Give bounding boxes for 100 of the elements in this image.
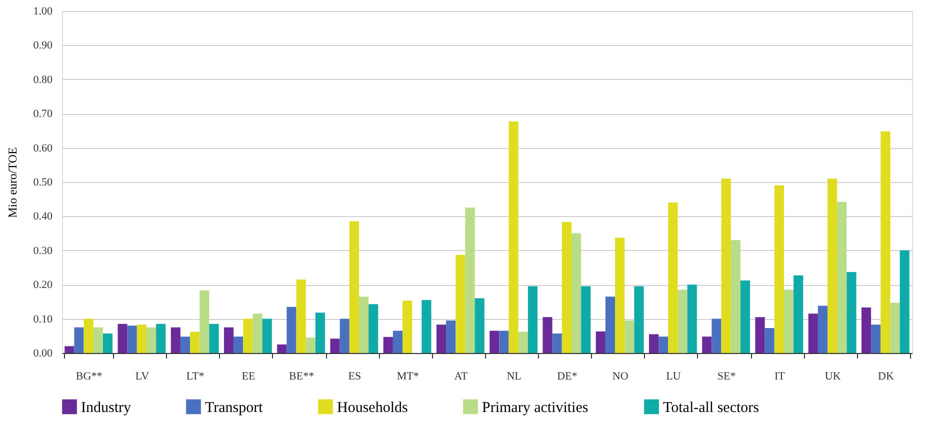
bar xyxy=(102,334,113,353)
y-tick-label: 0.10 xyxy=(33,313,53,326)
bar xyxy=(262,318,272,353)
bar xyxy=(358,296,369,353)
legend-label: Transport xyxy=(205,400,264,416)
bar xyxy=(252,314,262,353)
bar xyxy=(422,300,432,353)
x-tick-label: MT* xyxy=(396,370,419,382)
y-tick-label: 0.30 xyxy=(33,244,53,257)
x-tick-label: NL xyxy=(506,370,522,382)
bar xyxy=(190,332,200,353)
bar xyxy=(518,332,528,353)
x-tick-label: UK xyxy=(824,370,841,382)
bar xyxy=(315,312,326,353)
x-tick-label: LU xyxy=(666,370,681,382)
bar xyxy=(678,290,688,353)
bar xyxy=(861,308,872,353)
bar xyxy=(209,324,219,353)
bar xyxy=(392,330,403,353)
bar xyxy=(118,324,128,353)
bar xyxy=(562,222,572,353)
x-tick-label: NO xyxy=(612,370,628,382)
bar xyxy=(436,324,446,353)
x-tick-label: IT xyxy=(774,370,786,382)
bar xyxy=(465,208,475,353)
bar xyxy=(721,178,731,353)
y-tick-label: 0.20 xyxy=(33,279,53,292)
bar xyxy=(368,304,378,353)
bar xyxy=(64,346,74,353)
x-tick-label: DK xyxy=(878,370,894,382)
x-tick-label: AT xyxy=(454,370,468,382)
bar xyxy=(634,286,644,353)
bar xyxy=(146,327,156,353)
bar xyxy=(490,330,500,353)
bar xyxy=(84,318,94,353)
bar xyxy=(552,334,562,353)
bar xyxy=(596,331,606,353)
bar xyxy=(127,326,137,353)
bar xyxy=(764,328,774,353)
y-tick-label: 0.90 xyxy=(33,40,53,52)
bar xyxy=(712,318,722,353)
bar xyxy=(605,296,616,353)
bar xyxy=(687,284,697,353)
bar xyxy=(402,300,412,353)
y-tick-label: 0.80 xyxy=(33,74,53,86)
x-tick-label: EE xyxy=(242,370,256,382)
bar xyxy=(740,280,750,353)
bar xyxy=(340,318,350,353)
y-axis-title: Mio euro/TOE xyxy=(5,147,20,218)
bar xyxy=(446,320,456,353)
y-tick-label: 0.00 xyxy=(33,348,53,360)
bar xyxy=(243,318,253,353)
bar xyxy=(180,336,190,353)
bar xyxy=(200,290,210,353)
bar xyxy=(774,185,784,353)
bar xyxy=(499,330,509,353)
legend-label: Industry xyxy=(81,400,132,416)
bar xyxy=(286,306,296,353)
x-tick-label: DE* xyxy=(557,370,578,382)
bar xyxy=(755,317,765,353)
x-tick-label: ES xyxy=(348,370,362,382)
bar xyxy=(571,233,582,353)
bar xyxy=(508,121,518,353)
bar xyxy=(330,338,340,353)
bar xyxy=(170,327,180,353)
x-tick-label: SE* xyxy=(717,370,736,382)
y-tick-label: 0.70 xyxy=(33,108,53,120)
bar xyxy=(837,202,847,353)
bar xyxy=(528,286,538,353)
bar xyxy=(615,238,625,353)
bar xyxy=(658,336,668,353)
x-tick-label: BG** xyxy=(76,370,102,382)
bar xyxy=(474,298,484,353)
bar xyxy=(624,320,634,353)
bar xyxy=(702,336,712,353)
x-tick-label: LV xyxy=(135,370,150,382)
bar xyxy=(828,178,838,353)
bar xyxy=(871,324,881,353)
y-tick-label: 0.40 xyxy=(33,210,53,223)
x-tick-label: BE** xyxy=(289,370,314,382)
bar xyxy=(224,327,234,353)
bar xyxy=(784,290,794,353)
legend-label: Primary activities xyxy=(482,400,588,416)
y-tick-label: 0.60 xyxy=(33,142,53,154)
bar xyxy=(383,336,393,353)
legend-label: Households xyxy=(337,400,408,416)
bar xyxy=(156,324,166,353)
bar xyxy=(349,221,359,353)
bar xyxy=(93,327,103,353)
bar xyxy=(542,317,552,353)
x-tick-label: LT* xyxy=(186,370,204,382)
bar xyxy=(74,327,84,353)
y-tick-label: 1.00 xyxy=(33,6,53,18)
bar xyxy=(296,279,306,353)
bar xyxy=(277,344,287,353)
bar xyxy=(846,272,856,353)
bar xyxy=(456,254,466,353)
bar xyxy=(306,338,316,353)
bar xyxy=(730,240,740,353)
bar xyxy=(900,250,910,353)
